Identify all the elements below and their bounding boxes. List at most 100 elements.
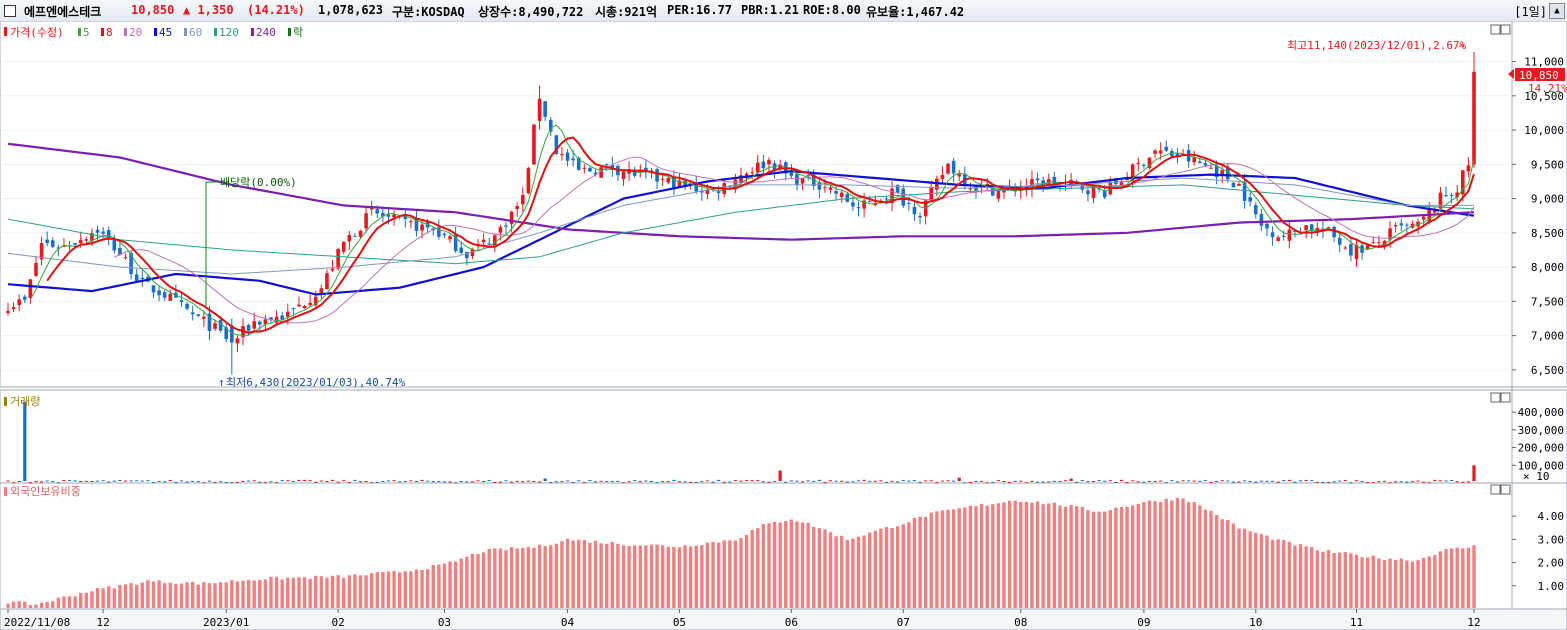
foreign-ratio-bar [453, 561, 458, 608]
volume-bar [269, 481, 273, 483]
date-tick-label: 2023/01 [203, 616, 249, 629]
volume-bar [1388, 482, 1392, 484]
foreign-ratio-bar [856, 536, 861, 608]
volume-bar [1209, 481, 1213, 483]
foreign-ratio-bar [1175, 497, 1180, 608]
volume-bar [1282, 480, 1286, 482]
maximize-icon[interactable] [1500, 484, 1511, 495]
candle-body [325, 273, 329, 290]
volume-panel-controls[interactable] [1490, 392, 1511, 403]
foreign-ratio-bar [1438, 551, 1443, 608]
volume-bar [297, 479, 301, 481]
volume-bar [1075, 481, 1079, 483]
foreign-ratio-bar [493, 548, 497, 608]
volume-bar [924, 480, 928, 482]
select-checkbox[interactable] [4, 5, 16, 17]
foreign-ratio-bar [1007, 500, 1012, 608]
candle-body [990, 187, 995, 196]
volume-bar [448, 481, 452, 483]
date-tick-label: 05 [673, 616, 686, 629]
period-selector[interactable]: [1일] [1514, 5, 1547, 19]
volume-bar [235, 481, 240, 483]
stock-name[interactable]: 에프엔에스테크 [24, 5, 102, 19]
scroll-arrow-icon[interactable]: ▲ [1549, 3, 1565, 19]
candle-body [1472, 71, 1476, 165]
foreign-ratio-bar [370, 573, 374, 608]
foreign-panel-controls[interactable] [1490, 484, 1511, 495]
foreign-ratio-bar [168, 582, 172, 608]
stock-chart[interactable]: 6,500 7,000 7,500 8,000 8,500 9,000 9,500 10,00… [0, 21, 1567, 630]
volume-tick-label: 300,000 [1518, 424, 1564, 437]
volume-tick-label: 200,000 [1518, 442, 1564, 455]
candle-body [39, 242, 44, 260]
price-tick-label: 9,000 [1531, 193, 1564, 206]
volume-bar [1159, 480, 1163, 482]
price-panel-controls[interactable] [1490, 24, 1511, 35]
volume-bar [459, 481, 463, 483]
candle-body [644, 167, 648, 173]
volume-bar [263, 482, 267, 484]
volume-bar [1136, 481, 1140, 483]
volume-bar [929, 480, 933, 482]
foreign-ratio-bar [722, 540, 726, 608]
volume-bar [504, 480, 508, 482]
volume-bar [800, 481, 805, 483]
volume-bar [1354, 480, 1359, 482]
candle-body [789, 172, 794, 176]
candle-body [224, 327, 229, 340]
volume-bar [1147, 480, 1152, 482]
candle-body [1035, 178, 1040, 181]
foreign-ratio-bar [1024, 501, 1029, 608]
date-tick-label: 2022/11/08 [4, 616, 70, 629]
volume-bar [1455, 481, 1459, 483]
volume-bar [1438, 480, 1443, 482]
volume-bar [1371, 482, 1375, 484]
foreign-ratio-bar [129, 583, 133, 608]
volume-bar [1019, 480, 1023, 482]
volume-bar [717, 479, 721, 481]
candle-body [442, 233, 447, 236]
candle-body [884, 198, 889, 200]
candle-body [946, 163, 950, 174]
foreign-ratio-bar [1198, 505, 1202, 608]
ma-legend-swatch [251, 28, 254, 36]
volume-bar [437, 481, 441, 483]
foreign-ratio-bar [56, 597, 61, 608]
date-tick-label: 09 [1137, 616, 1150, 629]
foreign-ratio-bar [297, 577, 301, 608]
foreign-ratio-bar [1041, 504, 1045, 608]
maximize-icon[interactable] [1500, 392, 1511, 403]
minimize-icon[interactable] [1490, 392, 1501, 403]
volume-bar [1035, 481, 1040, 483]
ma8-line [46, 136, 1475, 334]
maximize-icon[interactable] [1500, 24, 1511, 35]
volume-bar [135, 480, 139, 482]
candle-body [409, 221, 413, 223]
volume-bar [319, 480, 323, 482]
candle-body [269, 317, 273, 321]
foreign-ratio-bar [1030, 502, 1034, 608]
volume-bar [627, 481, 631, 483]
candle-body [957, 174, 962, 177]
date-tick-label: 11 [1350, 616, 1363, 629]
foreign-ratio-bar [744, 535, 749, 608]
candle-body [1449, 194, 1454, 196]
foreign-ratio-bar [1231, 523, 1236, 608]
volume-bar [157, 480, 161, 482]
volume-bar [1416, 480, 1420, 482]
volume-panel-label: 거래량 [10, 395, 40, 408]
current-price-tag-label: 10,850 [1519, 69, 1559, 82]
foreign-ratio-bar [342, 577, 346, 608]
candle-body [112, 238, 117, 251]
foreign-ratio-bar [1254, 532, 1258, 608]
legend-price-label: 가격(수정) [10, 26, 64, 39]
volume-bar [34, 481, 38, 483]
minimize-icon[interactable] [1490, 484, 1501, 495]
volume-bar [370, 482, 374, 484]
foreign-ratio-bar [756, 528, 760, 608]
foreign-ratio-bar [358, 575, 363, 608]
candle-body [134, 274, 139, 281]
candle-body [481, 239, 486, 243]
minimize-icon[interactable] [1490, 24, 1501, 35]
foreign-ratio-bar [1091, 511, 1096, 608]
